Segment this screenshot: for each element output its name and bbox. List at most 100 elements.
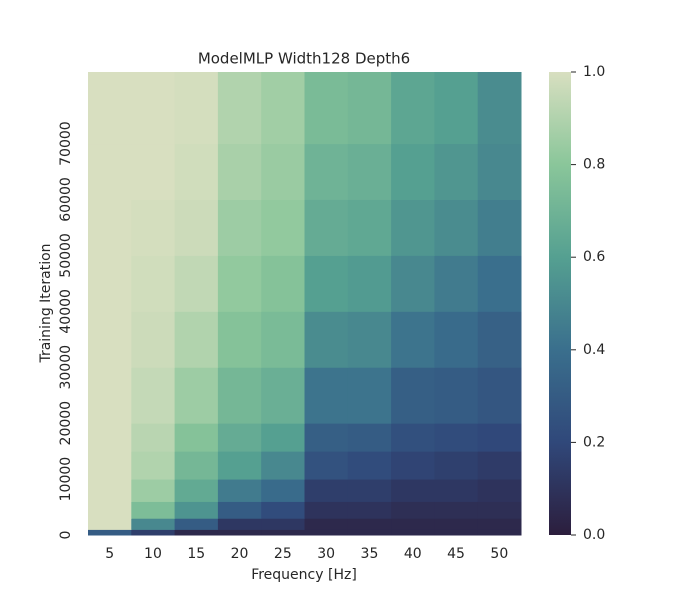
heat-cell [217, 199, 262, 256]
colorbar-tick-label: 0.2 [583, 434, 605, 450]
heat-cell [261, 529, 305, 536]
colorbar [549, 72, 571, 535]
heat-cell [391, 501, 435, 519]
heat-cell [347, 423, 392, 452]
x-tick-label: 50 [490, 546, 508, 562]
heat-cell [477, 451, 522, 480]
heat-cell [88, 529, 132, 536]
y-tick-label: 70000 [58, 121, 74, 166]
heat-cell [88, 143, 132, 200]
heat-cell [304, 255, 349, 312]
heat-cell [217, 311, 262, 368]
heat-cell [477, 255, 522, 312]
heat-cell [261, 423, 305, 452]
heat-cell [217, 479, 262, 502]
heat-cell [347, 143, 392, 200]
heat-cell [347, 311, 392, 368]
heat-cell [304, 501, 349, 519]
heat-cell [88, 423, 132, 452]
heat-cell [217, 529, 262, 536]
heat-cell [131, 518, 176, 530]
heat-cell [131, 255, 176, 312]
y-tick-label: 0 [58, 531, 74, 540]
heat-cell [131, 199, 176, 256]
x-tick-label: 15 [187, 546, 205, 562]
heat-cell [347, 479, 392, 502]
heat-cell [347, 72, 392, 145]
heat-cell [347, 367, 392, 424]
heat-cell [261, 479, 305, 502]
heat-cell [174, 501, 219, 519]
x-tick-label: 5 [105, 546, 114, 562]
y-tick-label: 60000 [58, 177, 74, 222]
heat-cell [434, 255, 479, 312]
heat-cell [131, 479, 176, 502]
heat-cell [131, 143, 176, 200]
colorbar-tick-label: 0.8 [583, 157, 605, 173]
heat-cell [391, 423, 435, 452]
heat-cell [304, 451, 349, 480]
heat-cell [434, 199, 479, 256]
heat-cell [174, 367, 219, 424]
heat-cell [131, 311, 176, 368]
heat-cell [261, 255, 305, 312]
x-axis-label: Frequency [Hz] [251, 567, 357, 583]
heat-cell [217, 501, 262, 519]
heat-cell [174, 255, 219, 312]
heat-cell [88, 199, 132, 256]
heat-cell [88, 501, 132, 519]
y-tick-label: 10000 [58, 457, 74, 502]
colorbar-tick-label: 1.0 [583, 64, 605, 80]
y-tick-label: 40000 [58, 289, 74, 334]
heat-cell [434, 72, 479, 145]
heat-cell [174, 199, 219, 256]
heat-cell [347, 451, 392, 480]
heat-cell [391, 479, 435, 502]
heat-cell [391, 529, 435, 536]
x-tick-label: 45 [447, 546, 465, 562]
heat-cell [261, 199, 305, 256]
y-tick-label: 20000 [58, 401, 74, 446]
heat-cell [391, 199, 435, 256]
heat-cell [131, 367, 176, 424]
heat-cell [88, 311, 132, 368]
heat-cell [304, 423, 349, 452]
heat-cell [217, 451, 262, 480]
heat-cell [391, 72, 435, 145]
heat-cell [304, 72, 349, 145]
x-tick-label: 25 [274, 546, 292, 562]
heat-cell [434, 143, 479, 200]
heat-cell [217, 143, 262, 200]
heat-cell [261, 501, 305, 519]
heat-cell [261, 451, 305, 480]
heat-cell [131, 501, 176, 519]
heat-cell [391, 367, 435, 424]
heat-cell [174, 72, 219, 145]
heat-cell [347, 501, 392, 519]
heat-cell [261, 143, 305, 200]
heat-cell [434, 518, 479, 530]
heat-cell [347, 255, 392, 312]
heat-cell [88, 255, 132, 312]
x-tick-label: 20 [231, 546, 249, 562]
heat-cell [304, 529, 349, 536]
heat-cell [217, 255, 262, 312]
heat-cell [304, 143, 349, 200]
y-axis-label: Training Iteration [38, 243, 54, 363]
x-tick-label: 30 [317, 546, 335, 562]
heat-cell [434, 501, 479, 519]
heat-cell [88, 479, 132, 502]
chart-title: ModelMLP Width128 Depth6 [198, 50, 410, 68]
heat-cell [434, 451, 479, 480]
heat-cell [174, 451, 219, 480]
heat-cell [434, 311, 479, 368]
heat-cell [88, 367, 132, 424]
heat-cell [217, 72, 262, 145]
colorbar-tick-label: 0.4 [583, 342, 605, 358]
heat-cell [174, 479, 219, 502]
heat-cell [304, 367, 349, 424]
heat-cell [131, 451, 176, 480]
heat-cell [434, 367, 479, 424]
heat-cell [217, 518, 262, 530]
